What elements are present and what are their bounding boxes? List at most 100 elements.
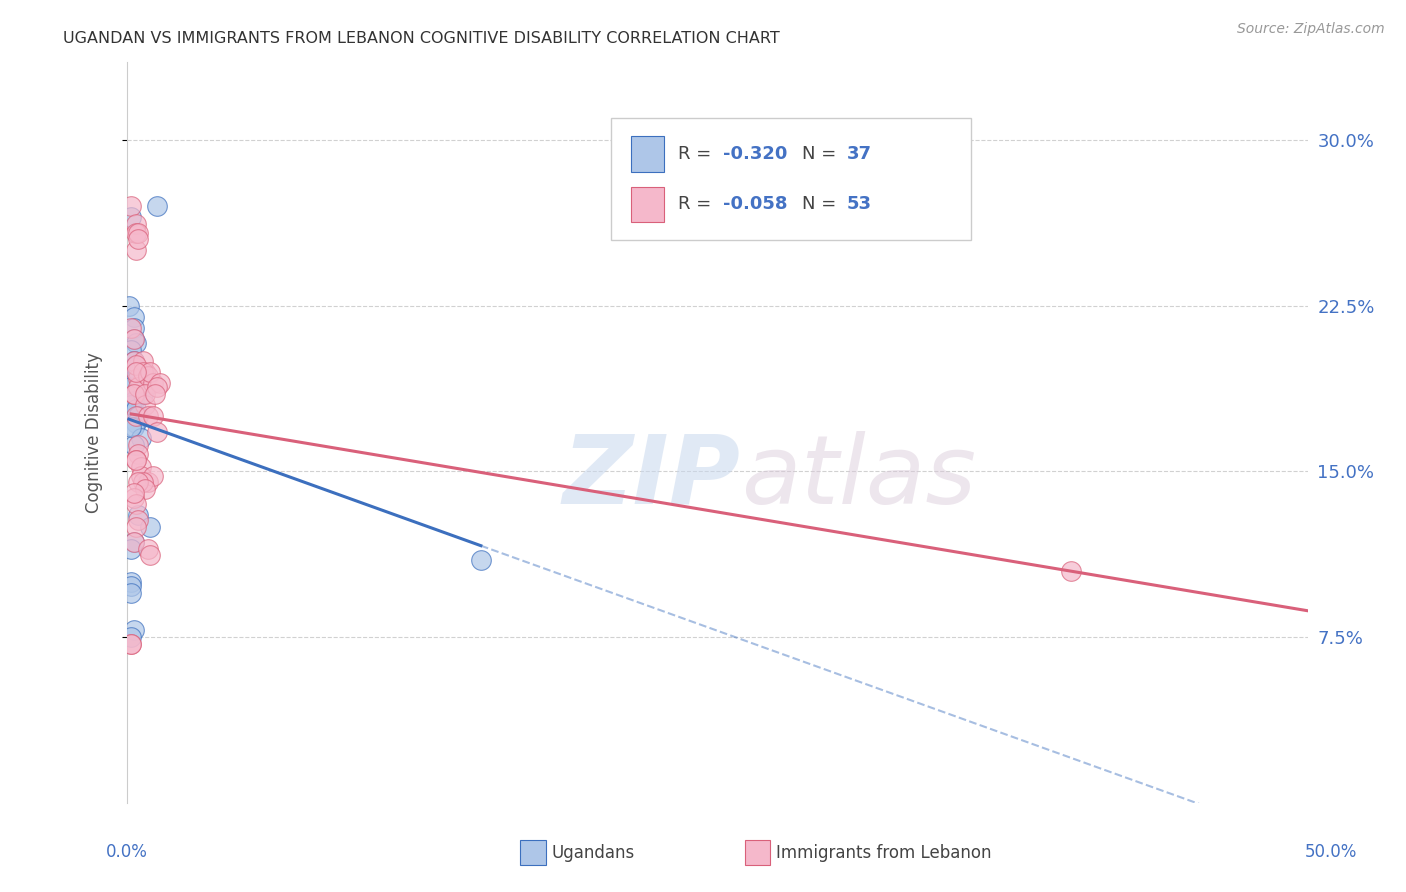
Point [470,552,492,566]
Text: UGANDAN VS IMMIGRANTS FROM LEBANON COGNITIVE DISABILITY CORRELATION CHART: UGANDAN VS IMMIGRANTS FROM LEBANON COGNI… [63,31,780,46]
Text: Ugandans: Ugandans [551,844,634,862]
Point [127,232,149,246]
Point [122,393,145,408]
Text: R =: R = [678,145,717,163]
Point [125,453,148,467]
Point [134,365,156,379]
Point [122,320,145,334]
Point [127,475,149,490]
Point [127,365,149,379]
Text: 37: 37 [846,145,872,163]
Point [139,549,162,563]
Point [122,535,145,549]
FancyBboxPatch shape [610,118,972,240]
Point [122,332,145,346]
Point [125,409,148,423]
Point [127,513,149,527]
Point [125,217,148,231]
Text: atlas: atlas [741,431,976,524]
Point [127,371,149,385]
Point [143,387,166,401]
Point [134,387,156,401]
Point [120,210,142,224]
Point [118,299,141,313]
Point [125,416,148,430]
Point [122,376,145,390]
Point [125,402,148,417]
Point [122,387,145,401]
Point [120,637,142,651]
Point [125,498,148,512]
Point [120,541,142,556]
Point [132,387,155,401]
Point [122,624,145,638]
Point [1060,564,1083,578]
Point [120,579,142,593]
Point [136,409,159,423]
Point [141,409,163,423]
Point [149,376,172,390]
Point [122,486,145,500]
Point [120,637,142,651]
Point [125,365,148,379]
Point [146,380,169,394]
Point [127,226,149,240]
Point [120,574,142,589]
Point [120,320,142,334]
Point [122,389,145,403]
Point [125,519,148,533]
Point [125,369,148,384]
Text: 0.0%: 0.0% [105,843,148,861]
Point [125,453,148,467]
Point [141,376,163,390]
FancyBboxPatch shape [631,186,664,222]
Text: 50.0%: 50.0% [1305,843,1357,861]
Point [120,380,142,394]
Point [122,310,145,324]
Point [129,431,152,445]
Point [132,353,155,368]
Text: -0.058: -0.058 [723,195,787,213]
Point [139,365,162,379]
Point [125,365,148,379]
Point [129,376,152,390]
Text: 53: 53 [846,195,872,213]
Point [122,387,145,401]
Point [120,398,142,412]
Point [134,398,156,412]
Point [132,475,155,490]
Point [127,409,149,423]
Text: N =: N = [801,195,842,213]
Point [125,226,148,240]
Point [136,541,159,556]
Point [127,438,149,452]
Point [139,519,162,533]
Point [127,447,149,461]
Point [125,244,148,258]
Point [122,353,145,368]
Point [127,380,149,394]
Point [146,425,169,439]
Point [125,384,148,399]
Text: -0.320: -0.320 [723,145,787,163]
Text: R =: R = [678,195,717,213]
Text: Source: ZipAtlas.com: Source: ZipAtlas.com [1237,22,1385,37]
Point [129,459,152,474]
Point [136,369,159,384]
Text: ZIP: ZIP [562,431,741,524]
Y-axis label: Cognitive Disability: Cognitive Disability [84,352,103,513]
Text: Immigrants from Lebanon: Immigrants from Lebanon [776,844,991,862]
Point [122,332,145,346]
Point [132,365,155,379]
Point [122,535,145,549]
Point [146,199,169,213]
Point [120,199,142,213]
Point [134,482,156,496]
Point [120,630,142,644]
Point [122,360,145,375]
Point [141,468,163,483]
Point [127,508,149,523]
FancyBboxPatch shape [631,136,664,171]
Text: N =: N = [801,145,842,163]
Point [125,336,148,351]
